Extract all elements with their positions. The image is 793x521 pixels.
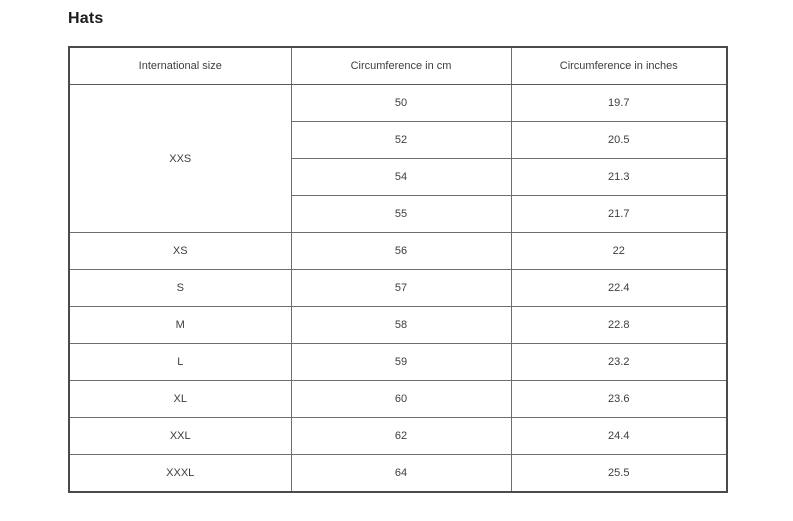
inches-cell: 23.6 — [510, 380, 728, 418]
table-row: XS 56 22 — [68, 232, 728, 270]
inches-cell: 22 — [510, 232, 728, 270]
size-cell: XXL — [68, 417, 292, 455]
inches-cell: 22.4 — [510, 269, 728, 307]
table-row: XL 60 23.6 — [68, 380, 728, 418]
table-row: 55 21.7 — [69, 195, 728, 233]
table-row: XXXL 64 25.5 — [68, 454, 728, 493]
table-row: 54 21.3 — [69, 158, 728, 196]
inches-cell: 25.5 — [510, 454, 728, 493]
cm-cell: 59 — [290, 343, 512, 381]
table-row: XXL 62 24.4 — [68, 417, 728, 455]
size-cell: XS — [68, 232, 292, 270]
inches-cell: 20.5 — [510, 121, 728, 159]
table-row: M 58 22.8 — [68, 306, 728, 344]
cm-cell: 64 — [290, 454, 512, 493]
size-cell: XXXL — [68, 454, 292, 493]
cm-cell: 58 — [290, 306, 512, 344]
inches-cell: 21.7 — [510, 195, 728, 233]
inches-cell: 24.4 — [510, 417, 728, 455]
table-body: XXS 50 19.7 52 20.5 54 21.3 55 21.7 XS 56 22 S 57 22.4… — [68, 84, 728, 493]
cm-cell: 62 — [290, 417, 512, 455]
size-cell: M — [68, 306, 292, 344]
size-cell: S — [68, 269, 292, 307]
size-cell: XL — [68, 380, 292, 418]
size-cell: XXS — [68, 84, 292, 233]
inches-cell: 23.2 — [510, 343, 728, 381]
cm-cell: 54 — [290, 158, 512, 196]
col-header-circumference-inches: Circumference in inches — [510, 46, 728, 85]
cm-cell: 57 — [290, 269, 512, 307]
header-row: International size Circumference in cm C… — [68, 46, 728, 85]
col-header-circumference-cm: Circumference in cm — [290, 46, 512, 85]
table-row: 52 20.5 — [69, 121, 728, 159]
cm-cell: 56 — [290, 232, 512, 270]
table-header: International size Circumference in cm C… — [68, 46, 728, 85]
inches-cell: 21.3 — [510, 158, 728, 196]
table-row: XXS 50 19.7 — [68, 84, 728, 233]
table-row: L 59 23.2 — [68, 343, 728, 381]
cm-cell: 55 — [290, 195, 512, 233]
table-row: S 57 22.4 — [68, 269, 728, 307]
cm-cell: 50 — [290, 84, 512, 122]
size-cell: L — [68, 343, 292, 381]
page-title: Hats — [68, 10, 104, 27]
hat-size-table: International size Circumference in cm C… — [68, 46, 728, 493]
cm-cell: 60 — [290, 380, 512, 418]
cm-cell: 52 — [290, 121, 512, 159]
inches-cell: 19.7 — [510, 84, 728, 122]
col-header-international-size: International size — [68, 46, 292, 85]
inches-cell: 22.8 — [510, 306, 728, 344]
